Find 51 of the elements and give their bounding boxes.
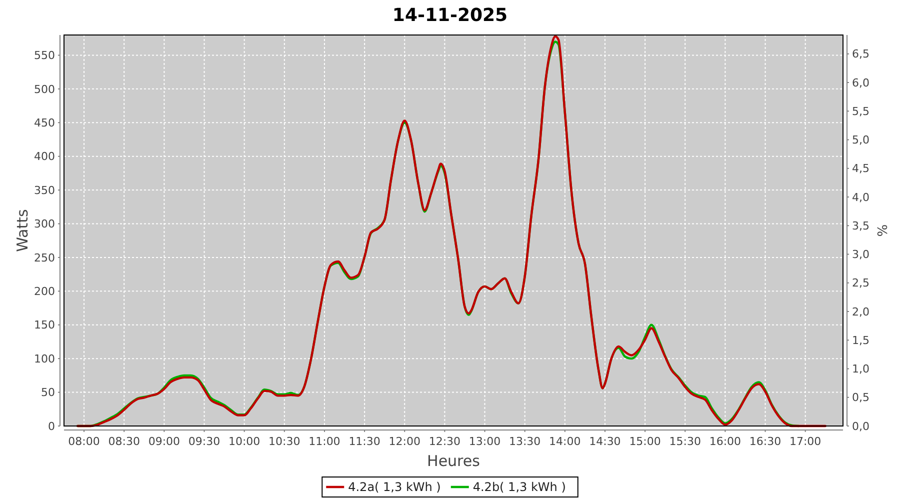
y2-tick-label: 3,0	[852, 248, 870, 262]
y-tick-label: 350	[34, 184, 55, 197]
x-tick-label: 09:00	[148, 435, 180, 448]
y-tick-label: 300	[34, 218, 55, 231]
y2-tick-label: 6,5	[852, 48, 870, 61]
y-axis-title: Watts	[13, 209, 32, 252]
chart-title: 14-11-2025	[392, 5, 508, 26]
x-tick-label: 16:00	[709, 435, 742, 448]
y2-tick-label: 5,0	[852, 134, 870, 147]
x-tick-label: 09:30	[188, 435, 220, 448]
x-tick-label: 11:30	[348, 435, 380, 448]
x-tick-label: 12:30	[428, 435, 461, 448]
y2-tick-label: 5,5	[852, 104, 870, 118]
y-tick-label: 0	[48, 420, 55, 433]
x-tick-label: 16:30	[749, 435, 782, 448]
y2-tick-label: 1,5	[852, 334, 870, 347]
y-tick-label: 550	[34, 49, 55, 62]
y2-tick-label: 0,0	[852, 420, 870, 433]
x-tick-label: 15:30	[669, 435, 701, 448]
y-tick-label: 150	[34, 318, 55, 332]
x-tick-label: 11:00	[308, 435, 340, 448]
y-tick-label: 250	[34, 251, 55, 264]
x-axis-title: Heures	[427, 452, 480, 470]
y2-tick-label: 0,5	[852, 391, 870, 404]
legend-label: 4.2a( 1,3 kWh )	[348, 480, 441, 494]
y-tick-label: 450	[34, 116, 55, 130]
y2-tick-label: 3,5	[852, 219, 870, 232]
x-tick-label: 12:00	[388, 435, 420, 448]
x-tick-label: 15:00	[629, 435, 661, 448]
y2-tick-label: 1,0	[852, 362, 870, 376]
x-tick-label: 10:30	[268, 435, 300, 448]
y-tick-label: 100	[34, 352, 55, 366]
x-tick-label: 08:30	[108, 435, 140, 448]
y2-tick-label: 2,5	[852, 276, 870, 290]
x-tick-label: 08:00	[68, 435, 100, 448]
y-tick-label: 200	[34, 285, 55, 298]
y2-tick-label: 2,0	[852, 305, 870, 318]
x-tick-label: 10:00	[228, 435, 260, 448]
y-tick-label: 50	[41, 386, 55, 400]
y2-tick-label: 4,0	[852, 190, 870, 204]
x-tick-label: 14:00	[549, 435, 581, 448]
x-tick-label: 13:00	[468, 435, 501, 448]
x-tick-label: 13:30	[508, 435, 541, 448]
legend-label: 4.2b( 1,3 kWh )	[472, 480, 566, 494]
y2-axis-title: %	[873, 224, 888, 237]
y2-tick-label: 6,0	[852, 76, 870, 90]
x-tick-label: 17:00	[789, 435, 822, 448]
y2-tick-label: 4,5	[852, 162, 870, 176]
x-tick-label: 14:30	[589, 435, 621, 448]
y-tick-label: 400	[34, 150, 55, 164]
y-tick-label: 500	[34, 82, 55, 96]
